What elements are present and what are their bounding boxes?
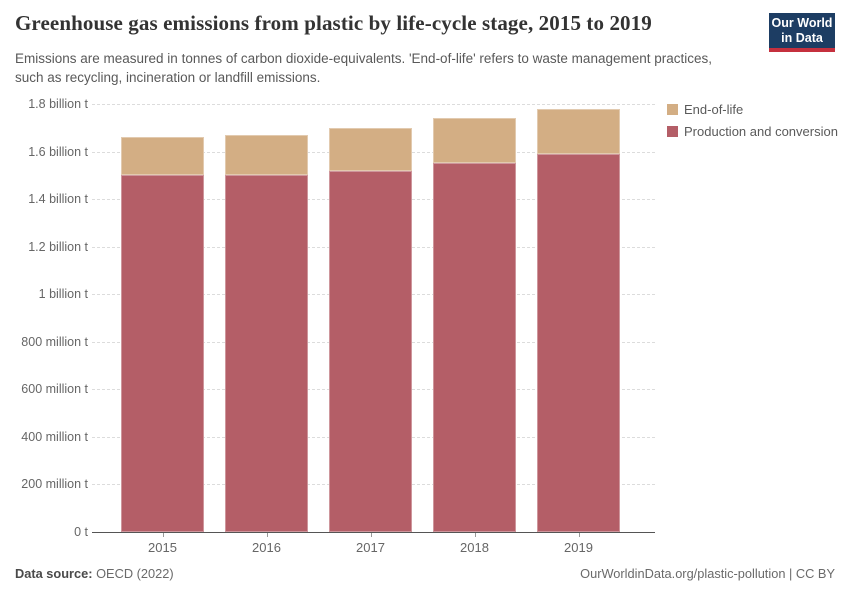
legend-item-production-and-conversion[interactable]: Production and conversion: [667, 124, 838, 139]
chart-legend: End-of-life Production and conversion: [667, 102, 838, 146]
owid-logo-line1: Our World: [771, 15, 833, 30]
x-axis-tick: [266, 533, 268, 537]
x-tick-label-2017: 2017: [356, 540, 385, 555]
legend-item-end-of-life[interactable]: End-of-life: [667, 102, 838, 117]
x-axis-tick: [474, 533, 476, 537]
x-tick-label-2015: 2015: [148, 540, 177, 555]
data-source-label: Data source:: [15, 566, 93, 581]
bar-segment-end-of-life-2015[interactable]: [121, 137, 204, 176]
y-tick-label: 1 billion t: [38, 287, 88, 302]
legend-swatch-icon: [667, 126, 678, 137]
x-axis-tick: [162, 533, 164, 537]
y-tick-label: 1.4 billion t: [28, 192, 88, 207]
chart-footer: Data source: OECD (2022) OurWorldinData.…: [0, 566, 850, 581]
bar-segment-end-of-life-2019[interactable]: [537, 108, 620, 154]
legend-item-label: End-of-life: [684, 102, 744, 117]
data-source-value: OECD (2022): [96, 566, 174, 581]
y-tick-label: 400 million t: [21, 429, 88, 444]
y-tick-label: 1.8 billion t: [28, 97, 88, 111]
chart-subtitle: Emissions are measured in tonnes of carb…: [15, 51, 713, 85]
chart-title: Greenhouse gas emissions from plastic by…: [15, 11, 652, 35]
y-tick-label: 1.6 billion t: [28, 144, 88, 159]
data-source: Data source: OECD (2022): [15, 566, 174, 581]
y-tick-label: 800 million t: [21, 334, 88, 349]
y-tick-label: 200 million t: [21, 477, 88, 492]
bar-segment-production-and-conversion-2018[interactable]: [433, 163, 516, 532]
x-axis-tick: [578, 533, 580, 537]
x-tick-label-2018: 2018: [460, 540, 489, 555]
y-tick-label: 0 t: [74, 525, 88, 539]
x-axis-line: [92, 532, 655, 533]
bar-segment-production-and-conversion-2015[interactable]: [121, 175, 204, 532]
bar-segment-end-of-life-2018[interactable]: [433, 118, 516, 164]
x-axis-tick: [370, 533, 372, 537]
legend-swatch-icon: [667, 104, 678, 115]
bar-segment-production-and-conversion-2017[interactable]: [329, 170, 412, 532]
owid-link[interactable]: OurWorldinData.org/plastic-pollution | C…: [580, 566, 835, 581]
owid-logo[interactable]: Our World in Data: [769, 13, 835, 52]
y-tick-label: 1.2 billion t: [28, 239, 88, 254]
x-tick-label-2019: 2019: [564, 540, 593, 555]
y-tick-label: 600 million t: [21, 382, 88, 397]
owid-logo-line2: in Data: [781, 30, 823, 45]
bar-segment-production-and-conversion-2019[interactable]: [537, 153, 620, 532]
bar-segment-end-of-life-2017[interactable]: [329, 127, 412, 171]
x-tick-label-2016: 2016: [252, 540, 281, 555]
gridline: [92, 104, 655, 105]
bar-segment-end-of-life-2016[interactable]: [225, 134, 308, 176]
bar-segment-production-and-conversion-2016[interactable]: [225, 175, 308, 532]
legend-item-label: Production and conversion: [684, 124, 838, 139]
